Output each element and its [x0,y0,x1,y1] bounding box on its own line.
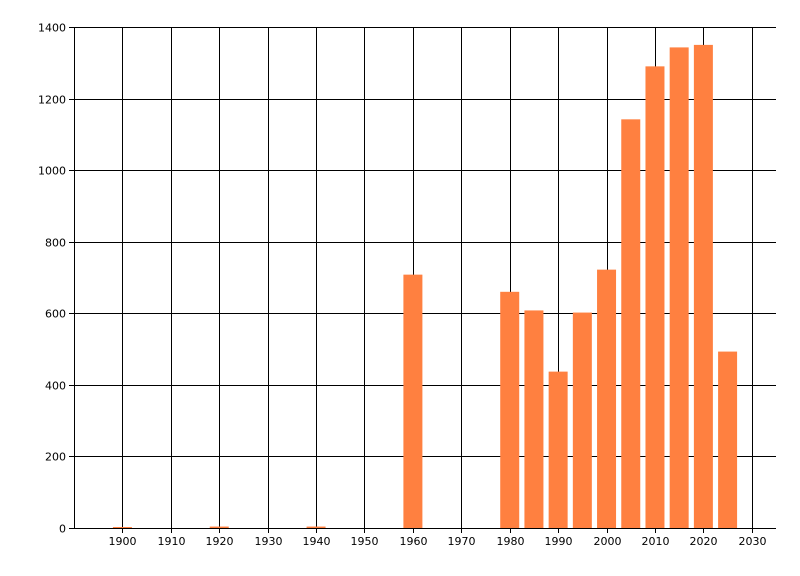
y-tick-label: 0 [59,523,66,536]
y-tick-label: 1000 [38,165,66,178]
y-tick-label: 200 [45,451,66,464]
x-tick-label: 1960 [400,535,428,548]
chart-axes [69,27,776,533]
x-tick-label: 2020 [690,535,718,548]
x-tick-label: 1980 [497,535,525,548]
x-tick-label: 2030 [739,535,767,548]
x-tick-label: 1940 [303,535,331,548]
y-tick-label: 1200 [38,94,66,107]
bar [524,310,544,528]
bar [693,44,713,528]
bar [209,526,229,528]
x-tick-label: 1930 [255,535,283,548]
x-tick-label: 1990 [545,535,573,548]
y-tick-label: 800 [45,237,66,250]
chart-bars [112,44,738,529]
bar [548,371,568,528]
x-tick-label: 1920 [206,535,234,548]
y-tick-label: 1400 [38,22,66,35]
bar [572,312,592,528]
bar [645,66,665,529]
x-tick-label: 2010 [642,535,670,548]
x-tick-label: 1910 [158,535,186,548]
x-axis-tick-labels: 1900 1910 1920 1930 1940 1950 1960 1970 1980 1990… [109,535,767,548]
bar [403,274,423,528]
bar [621,119,641,528]
x-tick-label: 1970 [448,535,476,548]
x-tick-label: 1950 [351,535,379,548]
y-tick-label: 600 [45,308,66,321]
y-tick-label: 400 [45,380,66,393]
bar [500,291,520,528]
y-axis-tick-labels: 0 200 400 600 800 1000 1200 1400 [38,22,66,536]
x-tick-label: 1900 [109,535,137,548]
x-tick-label: 2000 [594,535,622,548]
bar [306,526,326,528]
bar [597,269,617,528]
bar [112,527,132,528]
bar [718,351,738,528]
bar [669,47,689,529]
